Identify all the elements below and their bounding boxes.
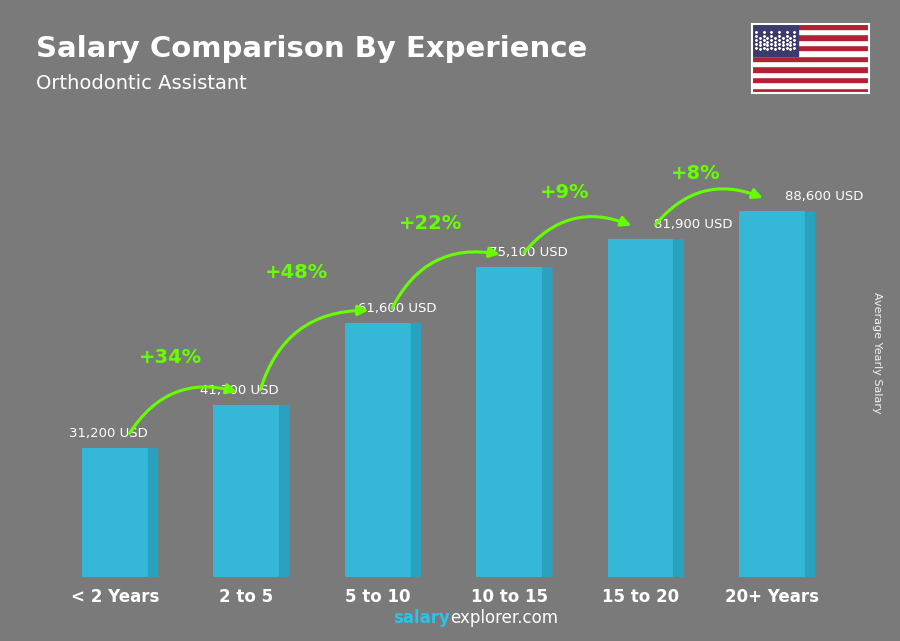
Text: +22%: +22%: [399, 214, 462, 233]
Text: explorer.com: explorer.com: [450, 609, 558, 627]
Polygon shape: [279, 405, 290, 577]
Bar: [752, 88, 868, 93]
Text: 81,900 USD: 81,900 USD: [653, 218, 733, 231]
Bar: [752, 66, 868, 72]
Bar: [752, 77, 868, 82]
Text: 88,600 USD: 88,600 USD: [785, 190, 863, 203]
Polygon shape: [148, 448, 158, 577]
Text: 41,700 USD: 41,700 USD: [201, 384, 279, 397]
Bar: [752, 19, 798, 56]
Bar: [752, 24, 868, 29]
FancyBboxPatch shape: [739, 212, 805, 577]
Bar: [752, 45, 868, 51]
Text: 75,100 USD: 75,100 USD: [490, 246, 568, 259]
FancyBboxPatch shape: [345, 323, 410, 577]
Bar: [752, 35, 868, 40]
Bar: [752, 40, 868, 45]
FancyBboxPatch shape: [476, 267, 542, 577]
Polygon shape: [673, 239, 684, 577]
Bar: [752, 82, 868, 88]
Text: salary: salary: [393, 609, 450, 627]
Bar: [752, 51, 868, 56]
FancyBboxPatch shape: [213, 405, 279, 577]
Text: Orthodontic Assistant: Orthodontic Assistant: [36, 74, 247, 93]
Text: Average Yearly Salary: Average Yearly Salary: [872, 292, 883, 413]
Bar: [752, 61, 868, 66]
Bar: [752, 72, 868, 77]
Polygon shape: [805, 212, 815, 577]
FancyBboxPatch shape: [82, 448, 148, 577]
Text: +8%: +8%: [671, 163, 721, 183]
Polygon shape: [410, 323, 421, 577]
Text: +48%: +48%: [265, 263, 328, 283]
Text: +9%: +9%: [540, 183, 590, 203]
Bar: [752, 29, 868, 35]
Text: Salary Comparison By Experience: Salary Comparison By Experience: [36, 35, 587, 63]
Text: 61,600 USD: 61,600 USD: [358, 301, 436, 315]
Polygon shape: [542, 267, 553, 577]
Bar: [752, 56, 868, 61]
Text: +34%: +34%: [139, 348, 202, 367]
FancyBboxPatch shape: [608, 239, 673, 577]
Text: 31,200 USD: 31,200 USD: [69, 427, 148, 440]
